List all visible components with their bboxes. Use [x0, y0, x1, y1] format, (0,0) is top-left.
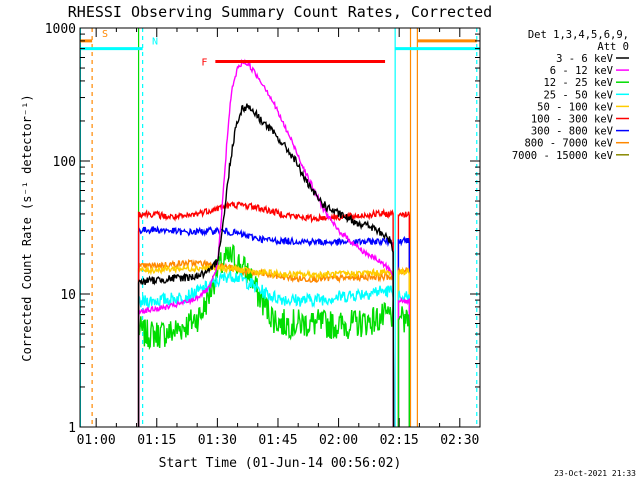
series-segment-300-800 [397, 235, 410, 427]
series-segment-6-12 [397, 296, 410, 427]
legend-header: Det 1,3,4,5,6,9, [528, 29, 629, 41]
series-segment-50-100 [397, 266, 410, 427]
legend-entry: 12 - 25 keV [543, 77, 613, 89]
legend-entry: 6 - 12 keV [550, 65, 614, 77]
plot-area: S N F [80, 28, 480, 427]
x-axis-label: Start Time (01-Jun-14 00:56:02) [159, 456, 402, 471]
footer-date: 23-Oct-2021 21:33 [554, 469, 636, 478]
y-tick-label: 1000 [45, 22, 76, 37]
x-tick-label: 01:00 [77, 433, 116, 448]
series-line-100-300 [137, 200, 395, 427]
legend-entry: 100 - 300 keV [531, 114, 614, 126]
series-line-3-6 [137, 103, 395, 427]
legend-entry: 7000 - 15000 keV [512, 150, 614, 162]
series-line-25-50 [137, 268, 395, 427]
y-tick-label: 1 [68, 421, 76, 436]
y-axis-label: Corrected Count Rate (s⁻¹ detector⁻¹) [20, 94, 34, 361]
flag-bar-label: N [152, 37, 158, 48]
series-segment-12-25 [397, 306, 410, 427]
flag-bar-label: S [102, 29, 108, 40]
x-tick-label: 01:45 [258, 433, 297, 448]
x-tick-label: 02:00 [319, 433, 358, 448]
y-axis-label-text: Corrected Count Rate (s⁻¹ detector⁻¹) [20, 94, 34, 361]
chart-title: RHESSI Observing Summary Count Rates, Co… [68, 3, 492, 21]
legend-header: Att 0 [597, 41, 629, 53]
flag-bar-label: F [201, 57, 207, 68]
series-segment-25-50 [397, 290, 410, 427]
legend-entry: 800 - 7000 keV [524, 138, 613, 150]
legend-entry: 25 - 50 keV [543, 89, 613, 101]
legend-entry: 300 - 800 keV [531, 126, 614, 138]
x-tick-label: 01:30 [198, 433, 237, 448]
x-axis: 01:00 01:15 01:30 01:45 02:00 02:15 02:30 [77, 28, 481, 448]
legend-entry: 50 - 100 keV [537, 101, 614, 113]
series-line-6-12 [137, 58, 395, 427]
legend-entry: 3 - 6 keV [556, 53, 614, 65]
y-tick-label: 10 [60, 288, 76, 303]
x-tick-label: 01:15 [137, 433, 176, 448]
series-segment-800-7000 [397, 266, 410, 427]
y-tick-label: 100 [53, 155, 76, 170]
x-tick-label: 02:30 [440, 433, 479, 448]
x-tick-label: 02:15 [380, 433, 419, 448]
y-axis: 1 10 100 1000 [45, 22, 480, 436]
series-line-50-100 [137, 262, 395, 427]
plot-frame [79, 27, 481, 428]
series-segment-100-300 [397, 211, 410, 427]
series-line-800-7000 [137, 258, 395, 427]
